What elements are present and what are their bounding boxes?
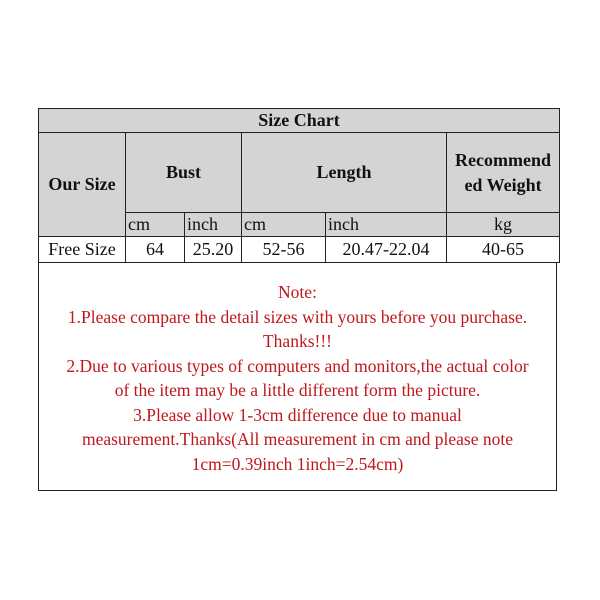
note-line: 3.Please allow 1-3cm difference due to m…: [133, 404, 462, 425]
header-length: Length: [241, 132, 447, 213]
note-line: Note:: [278, 282, 317, 302]
note-line: 1.Please compare the detail sizes with y…: [67, 306, 528, 327]
table-title: Size Chart: [37, 108, 561, 133]
cell-length-inch: 20.47-22.04: [325, 236, 447, 263]
cell-bust-cm: 64: [125, 236, 185, 263]
header-bust: Bust: [125, 132, 242, 213]
cell-weight: 40-65: [445, 236, 561, 263]
note-line: 1cm=0.39inch 1inch=2.54cm): [191, 453, 404, 474]
cell-length-cm: 52-56: [241, 236, 326, 263]
header-weight: Recommend ed Weight: [445, 132, 561, 213]
header-weight-line2: ed Weight: [464, 174, 542, 195]
unit-bust-cm: cm: [125, 212, 185, 237]
unit-bust-inch: inch: [184, 212, 242, 237]
note-box: Note: 1.Please compare the detail sizes …: [38, 262, 557, 491]
note-line: of the item may be a little different fo…: [114, 380, 481, 400]
note-line: 2.Due to various types of computers and …: [66, 355, 529, 376]
header-our-size: Our Size: [38, 132, 126, 237]
note-line: Thanks!!!: [262, 331, 332, 351]
size-chart-table: Size Chart Our Size Bust Length Recommen…: [37, 108, 561, 263]
cell-size: Free Size: [38, 236, 126, 263]
note-line: measurement.Thanks(All measurement in cm…: [81, 429, 514, 449]
header-weight-line1: Recommend: [455, 149, 552, 170]
table-row: Free Size 64 25.20 52-56 20.47-22.04 40-…: [38, 236, 561, 263]
unit-length-inch: inch: [325, 212, 447, 237]
cell-bust-inch: 25.20: [184, 236, 242, 263]
unit-length-cm: cm: [241, 212, 326, 237]
unit-weight-kg: kg: [445, 212, 561, 237]
